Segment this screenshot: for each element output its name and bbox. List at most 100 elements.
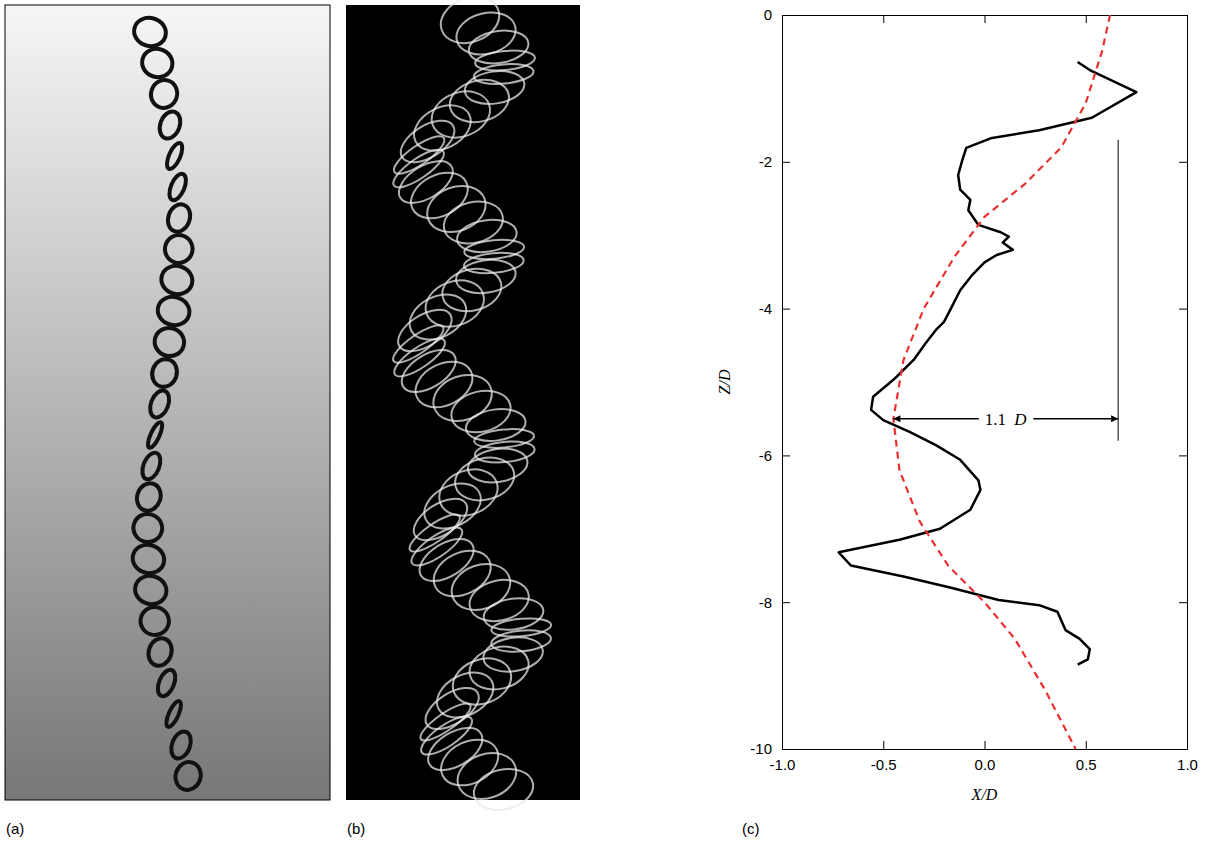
x-axis-top [783, 15, 1188, 23]
annotation-arrow [1033, 418, 1118, 420]
tick: 0 [764, 6, 790, 23]
ring [147, 77, 180, 112]
tick-mark [1179, 15, 1187, 16]
ring [466, 445, 530, 487]
tick-mark [1086, 15, 1087, 23]
ring [451, 452, 519, 507]
tick-label: 0.0 [975, 756, 996, 773]
ring [463, 67, 527, 107]
ring [454, 256, 518, 297]
ring [166, 171, 189, 202]
annotation-line [1118, 140, 1119, 441]
figure: (a)(b)(c)-1.0-0.50.00.51.00-2-4-6-8-10X/… [0, 0, 1212, 843]
ring [465, 640, 533, 695]
tick-label: -10 [750, 740, 772, 757]
tick [985, 15, 986, 23]
tick [1179, 162, 1187, 163]
tick: -8 [759, 594, 790, 611]
axis-line [1187, 16, 1188, 750]
tick-mark [782, 15, 790, 16]
tick-mark [782, 455, 790, 456]
tick: -0.5 [871, 741, 897, 773]
photo-background [346, 5, 580, 800]
ring [139, 450, 164, 482]
annotation: 1.1 D [893, 140, 1118, 441]
ring [164, 699, 184, 728]
tick-label: -0.5 [871, 756, 897, 773]
tick [1179, 15, 1187, 16]
ring [156, 109, 184, 142]
y-axis-title: Z/D [716, 369, 733, 394]
tick: -10 [750, 740, 790, 757]
tick-mark [782, 749, 790, 750]
ring [151, 324, 187, 359]
tick-mark [883, 15, 884, 23]
series-line [839, 62, 1137, 665]
ring [416, 698, 475, 746]
ring [129, 541, 167, 576]
tick-mark [782, 602, 790, 603]
annotation-arrow [893, 418, 978, 420]
ring [164, 201, 193, 235]
y-axis: 0 -2 -4 -6 -8 -10 [750, 6, 790, 757]
tick-mark [782, 309, 790, 310]
tick: 0.5 [1076, 741, 1097, 773]
x-axis: -1.0 -0.5 0.0 0.5 1.0 [770, 741, 1198, 773]
photo-background [5, 5, 330, 800]
ring [392, 153, 460, 212]
ring [147, 388, 173, 420]
tick-mark [985, 741, 986, 749]
tick-label: 0.5 [1076, 756, 1097, 773]
ring [421, 719, 490, 779]
ring [145, 635, 175, 669]
tick-label: -4 [759, 300, 772, 317]
tick-label: -1.0 [770, 756, 796, 773]
plot-area [839, 15, 1137, 749]
ring [162, 232, 196, 267]
x-axis-title: X/D [971, 786, 998, 803]
tick-label: 0 [764, 6, 772, 23]
ring [445, 74, 513, 128]
tick-label: -8 [759, 594, 772, 611]
ring [149, 356, 181, 390]
tick-label: 1.0 [1177, 756, 1198, 773]
ring [394, 112, 462, 171]
ring [130, 511, 166, 546]
ring [132, 572, 170, 607]
ring [154, 667, 178, 699]
tick-mark [782, 162, 790, 163]
tick [1179, 455, 1187, 456]
panel-label: (c) [742, 820, 760, 837]
ring [131, 14, 169, 49]
ring [481, 633, 545, 675]
axis-line [782, 16, 783, 750]
tick-mark [1179, 602, 1187, 603]
ring [434, 0, 505, 51]
ring [405, 509, 464, 558]
ring [172, 759, 204, 793]
ring [395, 341, 463, 400]
ring [470, 764, 537, 816]
tick-label: -2 [759, 153, 772, 170]
ring [464, 405, 528, 444]
ring [139, 45, 176, 80]
ring [451, 745, 522, 806]
axis-line [783, 749, 1188, 750]
ring [388, 319, 448, 368]
tick: -4 [759, 300, 790, 317]
ring [133, 480, 164, 514]
ring [403, 164, 475, 227]
panel-label: (a) [6, 820, 24, 837]
tick [883, 15, 884, 23]
tick [1179, 309, 1187, 310]
tick: -2 [759, 153, 790, 170]
ring [438, 263, 506, 317]
panel-a [5, 5, 330, 800]
y-axis-right [1179, 16, 1188, 750]
tick-label: -6 [759, 447, 772, 464]
ring [446, 650, 518, 712]
ring [434, 731, 506, 795]
tick: -6 [759, 447, 790, 464]
tick-mark [1179, 749, 1187, 750]
ring [137, 604, 172, 639]
